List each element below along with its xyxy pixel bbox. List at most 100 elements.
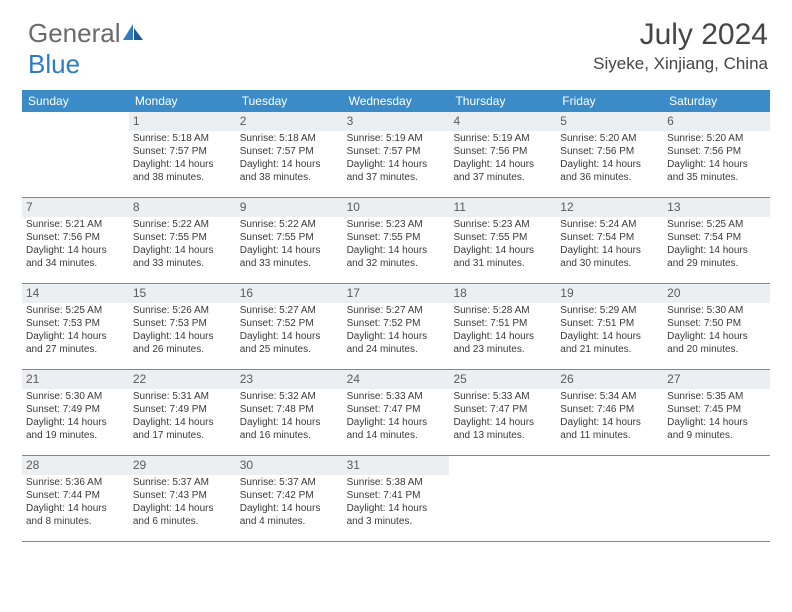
daylight-line-1: Daylight: 14 hours bbox=[26, 331, 125, 344]
day-number: 7 bbox=[22, 198, 129, 217]
daylight-line-1: Daylight: 14 hours bbox=[26, 245, 125, 258]
day-details: Sunrise: 5:24 AMSunset: 7:54 PMDaylight:… bbox=[556, 217, 663, 274]
sunrise-line: Sunrise: 5:35 AM bbox=[667, 391, 766, 404]
calendar-day: 21Sunrise: 5:30 AMSunset: 7:49 PMDayligh… bbox=[22, 370, 129, 455]
day-number: 27 bbox=[663, 370, 770, 389]
daylight-line-1: Daylight: 14 hours bbox=[133, 331, 232, 344]
daylight-line-2: and 19 minutes. bbox=[26, 430, 125, 443]
daylight-line-1: Daylight: 14 hours bbox=[133, 417, 232, 430]
daylight-line-1: Daylight: 14 hours bbox=[667, 245, 766, 258]
page-title: July 2024 bbox=[593, 18, 768, 52]
calendar-day: 2Sunrise: 5:18 AMSunset: 7:57 PMDaylight… bbox=[236, 112, 343, 197]
sunrise-line: Sunrise: 5:21 AM bbox=[26, 219, 125, 232]
day-number: 3 bbox=[343, 112, 450, 131]
day-number: 13 bbox=[663, 198, 770, 217]
daylight-line-2: and 8 minutes. bbox=[26, 516, 125, 529]
day-number: 12 bbox=[556, 198, 663, 217]
day-number: 18 bbox=[449, 284, 556, 303]
daylight-line-2: and 35 minutes. bbox=[667, 172, 766, 185]
daylight-line-1: Daylight: 14 hours bbox=[133, 503, 232, 516]
location-label: Siyeke, Xinjiang, China bbox=[593, 54, 768, 74]
sunset-line: Sunset: 7:46 PM bbox=[560, 404, 659, 417]
logo-text: GeneralBlue bbox=[28, 18, 145, 80]
day-number: 26 bbox=[556, 370, 663, 389]
sunset-line: Sunset: 7:54 PM bbox=[667, 232, 766, 245]
weekday-header: Monday bbox=[129, 90, 236, 112]
day-number: 6 bbox=[663, 112, 770, 131]
calendar-day: 24Sunrise: 5:33 AMSunset: 7:47 PMDayligh… bbox=[343, 370, 450, 455]
day-details: Sunrise: 5:23 AMSunset: 7:55 PMDaylight:… bbox=[343, 217, 450, 274]
sunrise-line: Sunrise: 5:37 AM bbox=[240, 477, 339, 490]
calendar-day: 16Sunrise: 5:27 AMSunset: 7:52 PMDayligh… bbox=[236, 284, 343, 369]
weekday-header-row: SundayMondayTuesdayWednesdayThursdayFrid… bbox=[22, 90, 770, 112]
sunset-line: Sunset: 7:42 PM bbox=[240, 490, 339, 503]
sunrise-line: Sunrise: 5:25 AM bbox=[26, 305, 125, 318]
sunset-line: Sunset: 7:47 PM bbox=[453, 404, 552, 417]
daylight-line-2: and 17 minutes. bbox=[133, 430, 232, 443]
daylight-line-2: and 36 minutes. bbox=[560, 172, 659, 185]
calendar-day: 31Sunrise: 5:38 AMSunset: 7:41 PMDayligh… bbox=[343, 456, 450, 541]
logo-sail-icon bbox=[121, 18, 145, 49]
sunrise-line: Sunrise: 5:23 AM bbox=[453, 219, 552, 232]
daylight-line-2: and 25 minutes. bbox=[240, 344, 339, 357]
daylight-line-1: Daylight: 14 hours bbox=[240, 159, 339, 172]
calendar-day: 11Sunrise: 5:23 AMSunset: 7:55 PMDayligh… bbox=[449, 198, 556, 283]
daylight-line-2: and 34 minutes. bbox=[26, 258, 125, 271]
daylight-line-1: Daylight: 14 hours bbox=[347, 245, 446, 258]
calendar-day: 19Sunrise: 5:29 AMSunset: 7:51 PMDayligh… bbox=[556, 284, 663, 369]
day-details: Sunrise: 5:30 AMSunset: 7:49 PMDaylight:… bbox=[22, 389, 129, 446]
daylight-line-1: Daylight: 14 hours bbox=[667, 417, 766, 430]
daylight-line-1: Daylight: 14 hours bbox=[560, 331, 659, 344]
day-number: 14 bbox=[22, 284, 129, 303]
calendar-day: 25Sunrise: 5:33 AMSunset: 7:47 PMDayligh… bbox=[449, 370, 556, 455]
sunrise-line: Sunrise: 5:30 AM bbox=[667, 305, 766, 318]
calendar-day: 13Sunrise: 5:25 AMSunset: 7:54 PMDayligh… bbox=[663, 198, 770, 283]
daylight-line-2: and 13 minutes. bbox=[453, 430, 552, 443]
sunrise-line: Sunrise: 5:29 AM bbox=[560, 305, 659, 318]
calendar-day: 3Sunrise: 5:19 AMSunset: 7:57 PMDaylight… bbox=[343, 112, 450, 197]
day-details: Sunrise: 5:22 AMSunset: 7:55 PMDaylight:… bbox=[236, 217, 343, 274]
day-details: Sunrise: 5:34 AMSunset: 7:46 PMDaylight:… bbox=[556, 389, 663, 446]
weekday-header: Friday bbox=[556, 90, 663, 112]
daylight-line-1: Daylight: 14 hours bbox=[347, 159, 446, 172]
calendar-week: 14Sunrise: 5:25 AMSunset: 7:53 PMDayligh… bbox=[22, 284, 770, 370]
sunrise-line: Sunrise: 5:18 AM bbox=[240, 133, 339, 146]
day-number: 17 bbox=[343, 284, 450, 303]
daylight-line-2: and 38 minutes. bbox=[240, 172, 339, 185]
sunrise-line: Sunrise: 5:33 AM bbox=[453, 391, 552, 404]
calendar-week: 28Sunrise: 5:36 AMSunset: 7:44 PMDayligh… bbox=[22, 456, 770, 542]
day-details: Sunrise: 5:27 AMSunset: 7:52 PMDaylight:… bbox=[236, 303, 343, 360]
daylight-line-1: Daylight: 14 hours bbox=[240, 331, 339, 344]
weekday-header: Tuesday bbox=[236, 90, 343, 112]
sunrise-line: Sunrise: 5:38 AM bbox=[347, 477, 446, 490]
sunset-line: Sunset: 7:55 PM bbox=[347, 232, 446, 245]
sunrise-line: Sunrise: 5:27 AM bbox=[240, 305, 339, 318]
sunset-line: Sunset: 7:56 PM bbox=[667, 146, 766, 159]
daylight-line-2: and 23 minutes. bbox=[453, 344, 552, 357]
day-number: 2 bbox=[236, 112, 343, 131]
sunset-line: Sunset: 7:51 PM bbox=[453, 318, 552, 331]
daylight-line-1: Daylight: 14 hours bbox=[240, 417, 339, 430]
sunset-line: Sunset: 7:55 PM bbox=[133, 232, 232, 245]
sunrise-line: Sunrise: 5:20 AM bbox=[667, 133, 766, 146]
sunset-line: Sunset: 7:43 PM bbox=[133, 490, 232, 503]
day-number: 1 bbox=[129, 112, 236, 131]
daylight-line-1: Daylight: 14 hours bbox=[667, 331, 766, 344]
day-details: Sunrise: 5:37 AMSunset: 7:42 PMDaylight:… bbox=[236, 475, 343, 532]
calendar-day: 20Sunrise: 5:30 AMSunset: 7:50 PMDayligh… bbox=[663, 284, 770, 369]
sunset-line: Sunset: 7:52 PM bbox=[240, 318, 339, 331]
sunrise-line: Sunrise: 5:30 AM bbox=[26, 391, 125, 404]
daylight-line-1: Daylight: 14 hours bbox=[560, 245, 659, 258]
calendar-day: 26Sunrise: 5:34 AMSunset: 7:46 PMDayligh… bbox=[556, 370, 663, 455]
daylight-line-1: Daylight: 14 hours bbox=[240, 503, 339, 516]
calendar-day: 30Sunrise: 5:37 AMSunset: 7:42 PMDayligh… bbox=[236, 456, 343, 541]
daylight-line-2: and 11 minutes. bbox=[560, 430, 659, 443]
calendar: SundayMondayTuesdayWednesdayThursdayFrid… bbox=[22, 90, 770, 542]
weekday-header: Thursday bbox=[449, 90, 556, 112]
weekday-header: Sunday bbox=[22, 90, 129, 112]
daylight-line-2: and 6 minutes. bbox=[133, 516, 232, 529]
day-number: 31 bbox=[343, 456, 450, 475]
daylight-line-2: and 37 minutes. bbox=[453, 172, 552, 185]
day-number: 25 bbox=[449, 370, 556, 389]
daylight-line-2: and 24 minutes. bbox=[347, 344, 446, 357]
